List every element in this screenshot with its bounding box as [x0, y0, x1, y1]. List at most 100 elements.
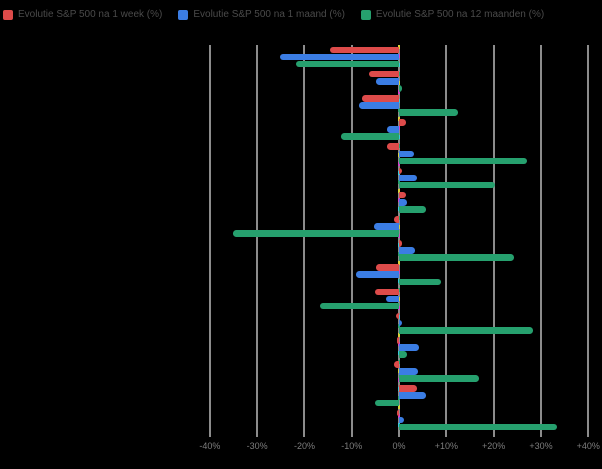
bar-group-13 [190, 335, 602, 359]
legend: Evolutie S&P 500 na 1 week (%) Evolutie S… [3, 9, 544, 21]
legend-item-1maand[interactable]: Evolutie S&P 500 na 1 maand (%) [178, 9, 345, 21]
bar-1week-row16[interactable] [396, 409, 400, 417]
gridline-+10% [445, 45, 448, 432]
legend-swatch-icon [360, 10, 371, 20]
gridline--10% [350, 45, 353, 432]
bar-1week-row14[interactable] [393, 361, 400, 368]
bar-12maanden-row3[interactable] [399, 109, 459, 116]
bar-1week-row4[interactable] [399, 119, 407, 126]
gridline-+40% [587, 45, 590, 432]
x-axis-tick-label: -30% [246, 441, 268, 451]
bar-1maand-row11[interactable] [386, 295, 400, 303]
bar-1maand-row6[interactable] [399, 174, 417, 182]
bar-1maand-row9[interactable] [399, 247, 416, 254]
bar-12maanden-row5[interactable] [399, 157, 527, 165]
bar-group-4 [190, 118, 602, 142]
bar-1maand-row10[interactable] [356, 271, 400, 279]
bar-12maanden-row14[interactable] [399, 375, 479, 382]
axis-tick [208, 432, 211, 437]
bar-1week-row7[interactable] [399, 191, 407, 199]
bar-1week-row2[interactable] [369, 70, 400, 78]
bar-12maanden-row10[interactable] [399, 278, 441, 286]
bar-1maand-row1[interactable] [279, 53, 400, 61]
bar-group-10 [190, 263, 602, 287]
bar-1week-row8[interactable] [393, 216, 400, 223]
bar-group-11 [190, 287, 602, 311]
bar-12maanden-row16[interactable] [399, 423, 557, 431]
bar-12maanden-row2[interactable] [399, 85, 402, 92]
bar-1week-row10[interactable] [375, 264, 400, 271]
axis-tick [398, 432, 401, 437]
gridline--20% [303, 45, 306, 432]
x-axis-tick-label: +40% [576, 441, 600, 451]
bar-group-12 [190, 311, 602, 335]
legend-item-12maanden[interactable]: Evolutie S&P 500 na 12 maanden (%) [360, 9, 545, 21]
legend-swatch-icon [178, 10, 189, 20]
x-axis-tick-label: -10% [341, 441, 363, 451]
bar-1maand-row16[interactable] [399, 416, 405, 424]
bar-group-2 [190, 69, 602, 93]
bar-12maanden-row11[interactable] [320, 302, 400, 310]
bar-1week-row9[interactable] [399, 240, 402, 247]
bar-1week-row1[interactable] [330, 46, 400, 54]
legend-label: Evolutie S&P 500 na 1 maand (%) [193, 9, 345, 20]
bar-1maand-row7[interactable] [399, 198, 407, 206]
axis-tick [587, 432, 590, 437]
bar-1maand-row4[interactable] [387, 126, 400, 133]
bar-1week-row6[interactable] [399, 167, 402, 175]
bar-12maanden-row8[interactable] [232, 230, 400, 237]
bar-12maanden-row1[interactable] [295, 60, 400, 68]
axis-tick [303, 432, 306, 437]
bar-12maanden-row9[interactable] [399, 254, 514, 261]
bar-1week-row15[interactable] [399, 385, 417, 392]
bar-1maand-row15[interactable] [399, 392, 426, 399]
bar-1maand-row5[interactable] [399, 150, 415, 158]
bar-1week-row12[interactable] [396, 312, 400, 320]
legend-label: Evolutie S&P 500 na 1 week (%) [18, 9, 163, 20]
bar-group-3 [190, 93, 602, 117]
bar-1maand-row14[interactable] [399, 368, 419, 375]
bar-group-14 [190, 359, 602, 383]
bar-1week-row5[interactable] [387, 143, 400, 151]
legend-label: Evolutie S&P 500 na 12 maanden (%) [375, 9, 545, 20]
bar-1week-row13[interactable] [396, 336, 400, 344]
zero-reference-line [398, 45, 401, 432]
bar-1maand-row8[interactable] [374, 223, 400, 230]
x-axis-tick-label: -40% [199, 441, 221, 451]
bar-1maand-row2[interactable] [375, 77, 400, 85]
bar-group-9 [190, 239, 602, 263]
bar-group-7 [190, 190, 602, 214]
x-axis-tick-label: +20% [482, 441, 506, 451]
gridline--30% [256, 45, 259, 432]
bar-group-6 [190, 166, 602, 190]
bar-12maanden-row12[interactable] [399, 326, 533, 334]
gridline--40% [208, 45, 211, 432]
bar-group-8 [190, 214, 602, 238]
legend-swatch-icon [3, 10, 13, 20]
bar-1maand-row13[interactable] [399, 344, 420, 351]
bar-12maanden-row7[interactable] [399, 206, 427, 213]
axis-tick [492, 432, 495, 437]
bar-1week-row3[interactable] [362, 95, 400, 102]
bar-1maand-row12[interactable] [399, 319, 403, 327]
axis-tick [539, 432, 542, 437]
x-axis-tick-label: +30% [529, 441, 553, 451]
bar-group-16 [190, 408, 602, 432]
bar-group-15 [190, 384, 602, 408]
axis-tick [350, 432, 353, 437]
bar-12maanden-row6[interactable] [399, 181, 496, 189]
bar-group-1 [190, 45, 602, 69]
bar-1week-row11[interactable] [375, 288, 400, 296]
legend-item-1week[interactable]: Evolutie S&P 500 na 1 week (%) [3, 9, 162, 21]
bar-12maanden-row15[interactable] [374, 399, 400, 407]
x-axis-tick-label: 0% [392, 441, 406, 451]
bar-12maanden-row13[interactable] [399, 351, 407, 358]
bar-group-5 [190, 142, 602, 166]
bar-1maand-row3[interactable] [359, 102, 400, 109]
plot-area: -40% -30% -20% -10% 0% +10% +20% +30% +40% [190, 45, 602, 457]
x-axis-tick-label: +10% [434, 441, 459, 451]
axis-tick [256, 432, 259, 437]
bar-12maanden-row4[interactable] [340, 133, 400, 141]
x-axis-tick-label: -20% [293, 441, 315, 451]
